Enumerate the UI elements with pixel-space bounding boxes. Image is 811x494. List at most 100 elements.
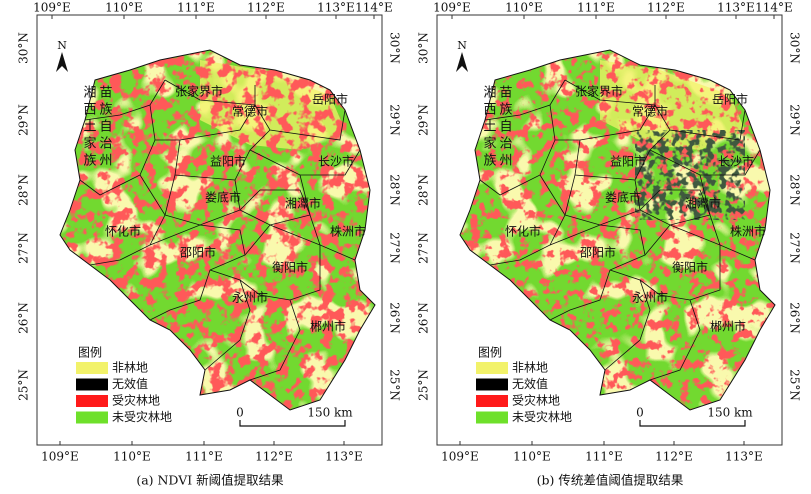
city-label: 湘潭市 [685,196,721,211]
city-label: 永州市 [632,290,668,305]
legend-swatch [476,362,508,374]
district-border [84,79,166,121]
lon-label-bottom: 110°E [113,450,151,464]
district-border [155,104,256,141]
district-border [555,104,656,141]
city-label: 邵阳市 [580,245,616,260]
lon-label-top: 111°E [177,1,215,15]
legend-label: 受灾林地 [512,393,560,408]
scale-end: 150 km [307,406,353,420]
district-border [149,224,246,321]
legend-label: 无效值 [512,376,548,391]
city-label: 株洲市 [330,224,366,239]
lon-label-bottom: 109°E [441,450,479,464]
lon-label-top: 114°E [755,1,793,15]
lat-label-right: 28°N [388,174,402,206]
district-border [164,79,256,106]
lon-label-top: 113°E [717,1,755,15]
district-border [299,174,356,261]
scale-bar [239,420,346,427]
lon-label-top: 114°E [355,1,393,15]
lat-label-right: 25°N [388,369,402,401]
lat-label-right: 26°N [388,302,402,334]
legend-swatch [76,378,108,391]
lat-label-left: 25°N [17,369,31,401]
lat-label-right: 30°N [388,32,402,64]
city-label: 娄底市 [205,190,241,205]
north-label: N [457,39,467,52]
lon-label-top: 110°E [505,1,543,15]
lon-label-bottom: 109°E [41,450,79,464]
caption: (a) NDVI 新阈值提取结果 [136,473,284,488]
scale-start: 0 [236,406,244,420]
north-arrow [56,52,68,72]
city-label: 邵阳市 [180,245,216,260]
city-label: 益阳市 [610,154,646,169]
lon-label-top: 112°E [647,1,685,15]
city-label: 张家界市 [175,84,223,99]
city-label: 长沙市 [718,154,754,169]
lat-label-left: 26°N [417,302,431,334]
lat-label-right: 28°N [788,174,802,206]
city-label: 岳阳市 [712,92,748,107]
district-border [254,104,346,141]
district-border [204,269,251,371]
legend-swatch [76,362,108,374]
lat-label-right: 26°N [788,302,802,334]
lon-label-bottom: 112°E [655,450,693,464]
legend-label: 未受灾林地 [512,409,572,424]
city-label: 湘西土家族 [481,85,497,170]
lon-label-top: 110°E [105,1,143,15]
district-border [549,224,646,321]
district-border [604,269,651,371]
city-label: 岳阳市 [312,92,348,107]
lat-label-left: 25°N [417,369,431,401]
legend-swatch [76,411,108,424]
district-border [249,299,301,381]
city-label: 湘西土家族 [81,85,97,170]
city-label: 郴州市 [710,319,746,334]
lat-label-right: 27°N [388,232,402,264]
lat-label-right: 29°N [388,104,402,136]
legend-title: 图例 [78,346,102,360]
legend-label: 无效值 [112,376,148,391]
city-label: 娄底市 [605,190,641,205]
caption: (b) 传统差值阈值提取结果 [537,473,684,488]
district-border [249,149,361,176]
district-border [484,79,566,121]
province-outline [459,49,776,411]
lon-label-bottom: 113°E [325,450,363,464]
lat-label-left: 30°N [17,32,31,64]
city-label: 怀化市 [105,224,141,239]
legend-label: 受灾林地 [112,393,160,408]
lon-label-top: 109°E [433,1,471,15]
legend-swatch [476,395,508,407]
district-border [239,189,311,226]
lon-label-bottom: 110°E [513,450,551,464]
lon-label-bottom: 111°E [185,450,223,464]
lat-label-right: 25°N [788,369,802,401]
city-label: 常德市 [632,104,668,119]
lat-label-right: 30°N [788,32,802,64]
legend-label: 非林地 [112,361,148,375]
scale-start: 0 [636,406,644,420]
province-outline [59,49,376,411]
city-label: 株洲市 [730,224,766,239]
city-label: 衡阳市 [672,260,708,275]
city-label: 张家界市 [575,84,623,99]
city-label: 益阳市 [210,154,246,169]
city-label: 怀化市 [505,224,541,239]
legend-title: 图例 [478,346,502,360]
district-border [654,104,746,141]
district-border [699,174,756,261]
lat-label-left: 27°N [417,232,431,264]
scale-end: 150 km [707,406,753,420]
scale-bar [639,420,746,427]
district-border [639,224,721,301]
lat-label-left: 28°N [417,174,431,206]
lon-label-top: 112°E [247,1,285,15]
district-border [564,79,656,106]
district-border [649,149,761,176]
